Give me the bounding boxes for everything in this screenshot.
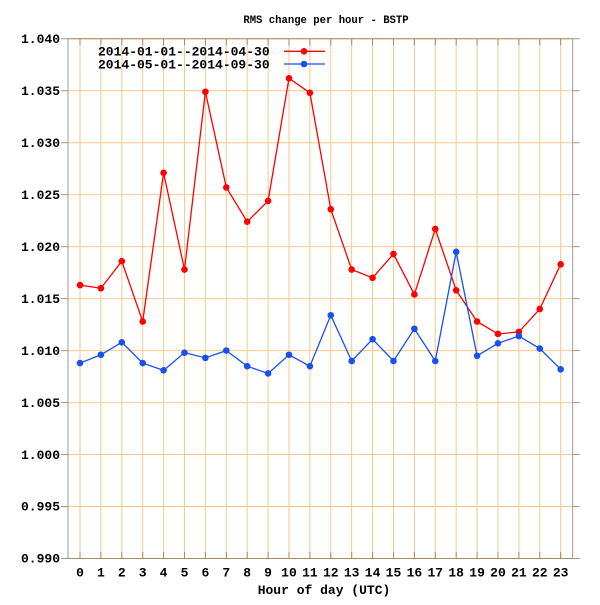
- svg-text:1.000: 1.000: [21, 448, 60, 463]
- svg-text:1.020: 1.020: [21, 240, 60, 255]
- svg-text:5: 5: [181, 566, 189, 581]
- svg-text:18: 18: [448, 566, 464, 581]
- svg-text:21: 21: [511, 566, 527, 581]
- svg-text:1.035: 1.035: [21, 84, 60, 99]
- svg-text:11: 11: [302, 566, 318, 581]
- svg-text:6: 6: [201, 566, 209, 581]
- svg-text:1.025: 1.025: [21, 188, 60, 203]
- svg-text:8: 8: [243, 566, 251, 581]
- svg-text:4: 4: [160, 566, 168, 581]
- svg-text:9: 9: [264, 566, 272, 581]
- svg-text:7: 7: [222, 566, 230, 581]
- svg-text:14: 14: [365, 566, 381, 581]
- svg-text:10: 10: [281, 566, 297, 581]
- svg-text:12: 12: [323, 566, 339, 581]
- svg-text:3: 3: [139, 566, 147, 581]
- svg-text:23: 23: [553, 566, 569, 581]
- svg-text:1.015: 1.015: [21, 292, 60, 307]
- svg-text:2014-05-01--2014-09-30: 2014-05-01--2014-09-30: [98, 57, 270, 72]
- svg-text:1: 1: [97, 566, 105, 581]
- svg-text:16: 16: [407, 566, 423, 581]
- svg-text:Hour of day (UTC): Hour of day (UTC): [258, 583, 391, 598]
- svg-text:0.990: 0.990: [21, 552, 60, 567]
- svg-text:2: 2: [118, 566, 126, 581]
- svg-text:0: 0: [76, 566, 84, 581]
- svg-text:15: 15: [386, 566, 402, 581]
- svg-text:1.040: 1.040: [21, 32, 60, 47]
- svg-text:22: 22: [532, 566, 548, 581]
- svg-text:1.005: 1.005: [21, 396, 60, 411]
- svg-text:17: 17: [427, 566, 443, 581]
- svg-text:19: 19: [469, 566, 485, 581]
- svg-text:0.995: 0.995: [21, 500, 60, 515]
- svg-text:1.030: 1.030: [21, 136, 60, 151]
- svg-text:RMS change per hour - BSTP: RMS change per hour - BSTP: [243, 15, 408, 27]
- svg-text:1.010: 1.010: [21, 344, 60, 359]
- svg-text:20: 20: [490, 566, 506, 581]
- svg-text:13: 13: [344, 566, 360, 581]
